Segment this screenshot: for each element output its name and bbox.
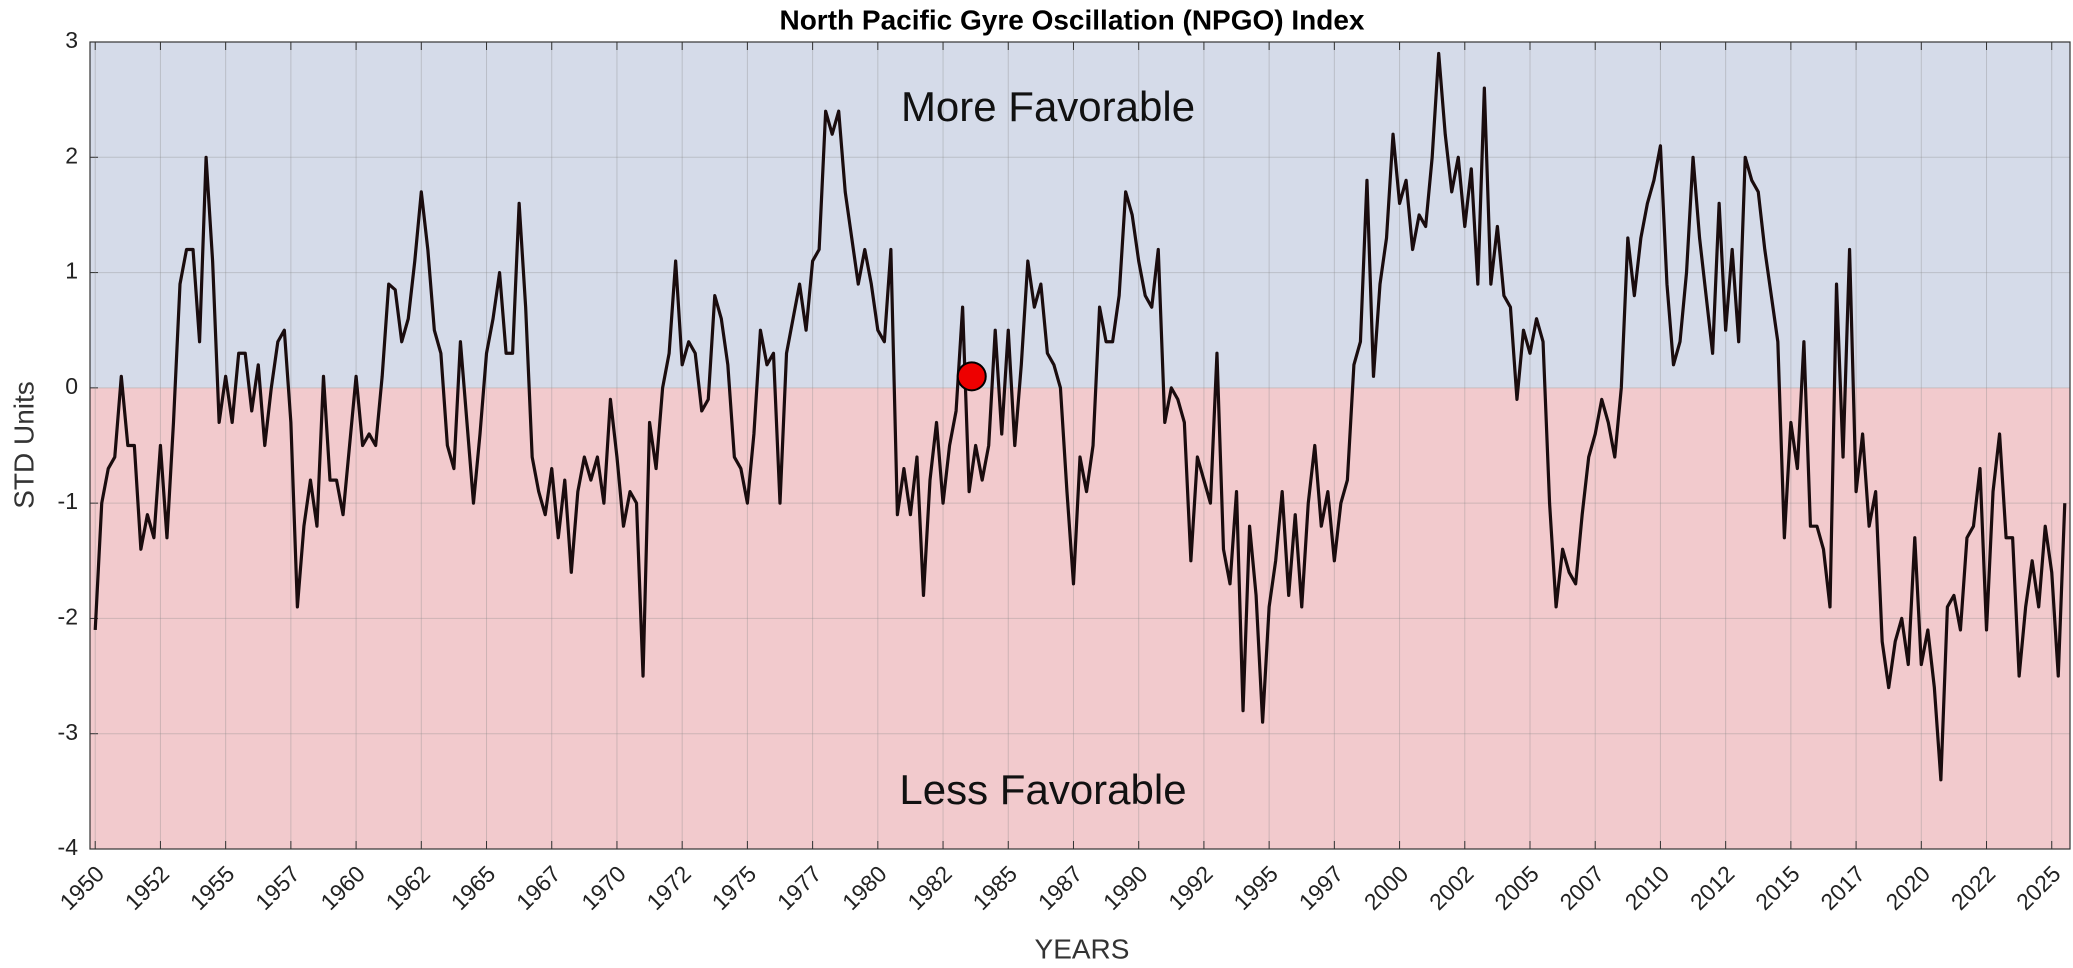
y-tick-label: -4 [58,834,79,860]
x-tick-label: 1987 [1033,860,1088,915]
plot-frame [89,41,2071,850]
x-tick-label: 2020 [1881,860,1936,915]
x-tick-label: 2005 [1489,860,1544,915]
y-tick-label: 3 [65,27,78,53]
x-tick-label: 1952 [120,860,175,915]
data-line [93,51,2067,782]
x-tick-label: 1980 [837,860,892,915]
y-tick-label: -2 [58,604,78,630]
x-tick-label: 1970 [576,860,631,915]
chart-title: North Pacific Gyre Oscillation (NPGO) In… [779,4,1364,35]
x-tick-label: 1995 [1228,860,1283,915]
x-tick-label: 2000 [1359,860,1414,915]
y-tick-label: -1 [58,488,78,514]
x-tick-label: 1957 [250,860,305,915]
x-tick-label: 1977 [772,860,827,915]
x-tick-label: 1972 [641,860,696,915]
x-tick-label: 2007 [1554,860,1609,915]
x-tick-label: 2015 [1750,860,1805,915]
x-tick-label: 1982 [902,860,957,915]
x-tick-label: 2010 [1620,860,1675,915]
x-tick-label: 1967 [511,860,566,915]
x-tick-label: 1960 [315,860,370,915]
x-tick-label: 2025 [2011,860,2066,915]
annotation: More Favorable [901,83,1195,130]
x-tick-label: 1950 [54,860,109,915]
x-tick-label: 1975 [707,860,762,915]
x-tick-label: 1965 [446,860,501,915]
grid-layer [90,41,2070,850]
x-tick-label: 2017 [1815,860,1870,915]
annotation: Less Favorable [899,766,1186,813]
x-axis-label: YEARS [1035,933,1130,964]
x-tick-label: 1990 [1098,860,1153,915]
x-tick-label: 1997 [1294,860,1349,915]
y-axis-label: STD Units [8,381,39,509]
y-tick-label: 1 [65,258,78,284]
x-tick-label: 1992 [1163,860,1218,915]
background-layer [90,42,2070,849]
highlight-point [956,361,987,392]
x-tick-label: 2012 [1685,860,1740,915]
x-tick-label: 2022 [1946,860,2001,915]
y-tick-label: 2 [65,142,78,168]
x-tick-label: 1985 [968,860,1023,915]
x-tick-label: 1955 [185,860,240,915]
x-tick-label: 2002 [1424,860,1479,915]
y-tick-label: -3 [58,719,78,745]
plot-layer [89,41,2071,850]
y-tick-label: 0 [65,373,78,399]
x-tick-label: 1962 [381,860,436,915]
